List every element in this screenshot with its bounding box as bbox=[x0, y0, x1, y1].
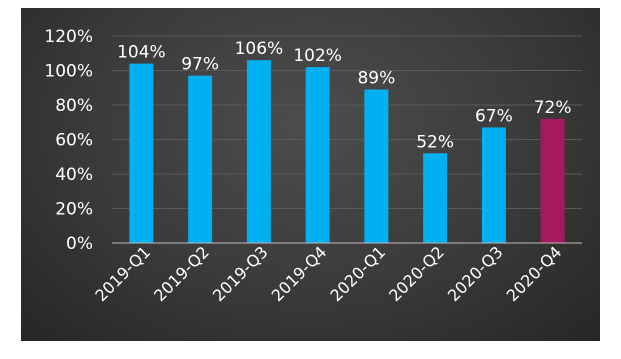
data-label: 97% bbox=[181, 55, 219, 75]
y-tick-label: 20% bbox=[55, 200, 93, 220]
x-tick-label: 2020-Q4 bbox=[503, 242, 566, 305]
bar bbox=[246, 60, 271, 244]
x-tick-label: 2019-Q1 bbox=[91, 242, 154, 305]
x-tick-label: 2020-Q2 bbox=[385, 242, 448, 305]
y-tick-label: 60% bbox=[55, 131, 93, 151]
bar bbox=[188, 75, 213, 243]
bar bbox=[305, 67, 330, 243]
x-tick-label: 2020-Q3 bbox=[444, 242, 507, 305]
bar bbox=[364, 89, 389, 243]
x-tick-label: 2019-Q3 bbox=[209, 242, 272, 305]
data-label: 102% bbox=[293, 46, 342, 66]
y-tick-label: 80% bbox=[55, 96, 93, 116]
y-tick-label: 40% bbox=[55, 165, 93, 185]
bar bbox=[540, 118, 565, 243]
data-label: 89% bbox=[357, 68, 395, 88]
y-tick-label: 100% bbox=[44, 62, 93, 82]
data-label: 67% bbox=[475, 106, 513, 126]
x-tick-label: 2019-Q4 bbox=[268, 242, 331, 305]
bar bbox=[129, 63, 154, 243]
y-tick-label: 0% bbox=[66, 234, 93, 254]
x-tick-label: 2019-Q2 bbox=[150, 242, 213, 305]
data-label: 104% bbox=[117, 43, 166, 63]
x-tick-label: 2020-Q1 bbox=[326, 242, 389, 305]
y-tick-label: 120% bbox=[44, 27, 93, 47]
bar-chart: 0% 20% 40% 60% 80% 100% 120% 104% 2019-Q1 97% 2019… bbox=[44, 27, 582, 305]
bar bbox=[423, 153, 448, 243]
data-label: 106% bbox=[235, 39, 284, 59]
bar bbox=[481, 127, 506, 243]
chart-area: 0% 20% 40% 60% 80% 100% 120% 104% 2019-Q1 97% 2019… bbox=[21, 8, 600, 341]
data-label: 72% bbox=[534, 98, 572, 118]
data-label: 52% bbox=[416, 132, 454, 152]
